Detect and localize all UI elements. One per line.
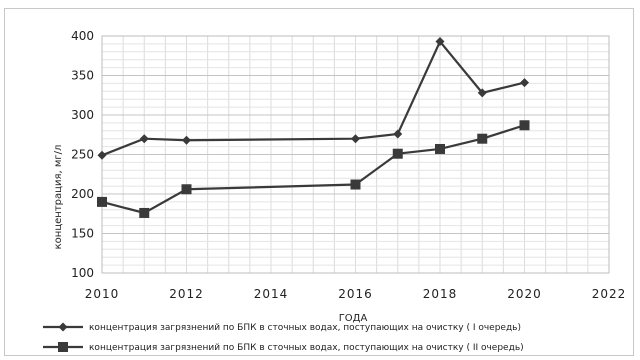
legend-label: концентрация загрязнений по БПК в сточны… bbox=[89, 323, 521, 333]
y-tick-label: 250 bbox=[71, 148, 94, 162]
x-tick-label: 2020 bbox=[507, 287, 542, 301]
x-tick-label: 2010 bbox=[85, 287, 120, 301]
chart-series bbox=[97, 37, 530, 218]
y-tick-label: 200 bbox=[71, 187, 94, 201]
data-point-diamond bbox=[520, 78, 529, 88]
chart-legend: концентрация загрязнений по БПК в сточны… bbox=[43, 322, 524, 353]
y-tick-label: 100 bbox=[71, 266, 94, 280]
legend-marker-diamond bbox=[58, 322, 68, 332]
chart-tick-labels: 100 150 200 250 300 350 400 2010 2012 2014 2016 201… bbox=[71, 29, 627, 301]
data-point-square bbox=[392, 148, 403, 159]
legend-label: концентрация загрязнений по БПК в сточны… bbox=[89, 343, 524, 353]
legend-marker-square bbox=[58, 342, 68, 352]
y-tick-label: 150 bbox=[71, 227, 94, 241]
data-point-diamond bbox=[97, 150, 107, 160]
series-line bbox=[101, 39, 525, 157]
data-point-diamond bbox=[351, 134, 360, 144]
data-point-square bbox=[139, 207, 150, 218]
data-point-diamond bbox=[435, 37, 445, 47]
y-axis-label: концентрация, мг/л bbox=[53, 145, 64, 250]
y-tick-label: 300 bbox=[71, 108, 94, 122]
data-point-square bbox=[477, 133, 488, 144]
data-point-diamond bbox=[182, 135, 191, 145]
chart-grid bbox=[101, 35, 610, 274]
data-point-diamond bbox=[393, 129, 403, 139]
data-point-diamond bbox=[139, 134, 149, 144]
line-chart: 100 150 200 250 300 350 400 2010 2012 2014 2016 201… bbox=[43, 29, 627, 353]
x-axis-label: ГОДА bbox=[339, 313, 368, 324]
x-tick-label: 2016 bbox=[338, 287, 373, 301]
series-line bbox=[101, 124, 525, 215]
y-tick-label: 400 bbox=[71, 29, 94, 43]
data-point-square bbox=[350, 179, 361, 190]
x-tick-label: 2014 bbox=[254, 287, 289, 301]
x-tick-label: 2022 bbox=[592, 287, 627, 301]
x-tick-label: 2018 bbox=[423, 287, 458, 301]
data-point-square bbox=[181, 184, 192, 195]
chart-frame: 100 150 200 250 300 350 400 2010 2012 2014 2016 201… bbox=[4, 8, 634, 356]
y-tick-label: 350 bbox=[71, 69, 94, 83]
data-point-square bbox=[435, 143, 445, 154]
data-point-square bbox=[97, 196, 107, 207]
data-point-square bbox=[519, 120, 530, 131]
x-tick-label: 2012 bbox=[169, 287, 204, 301]
data-point-diamond bbox=[477, 88, 487, 98]
